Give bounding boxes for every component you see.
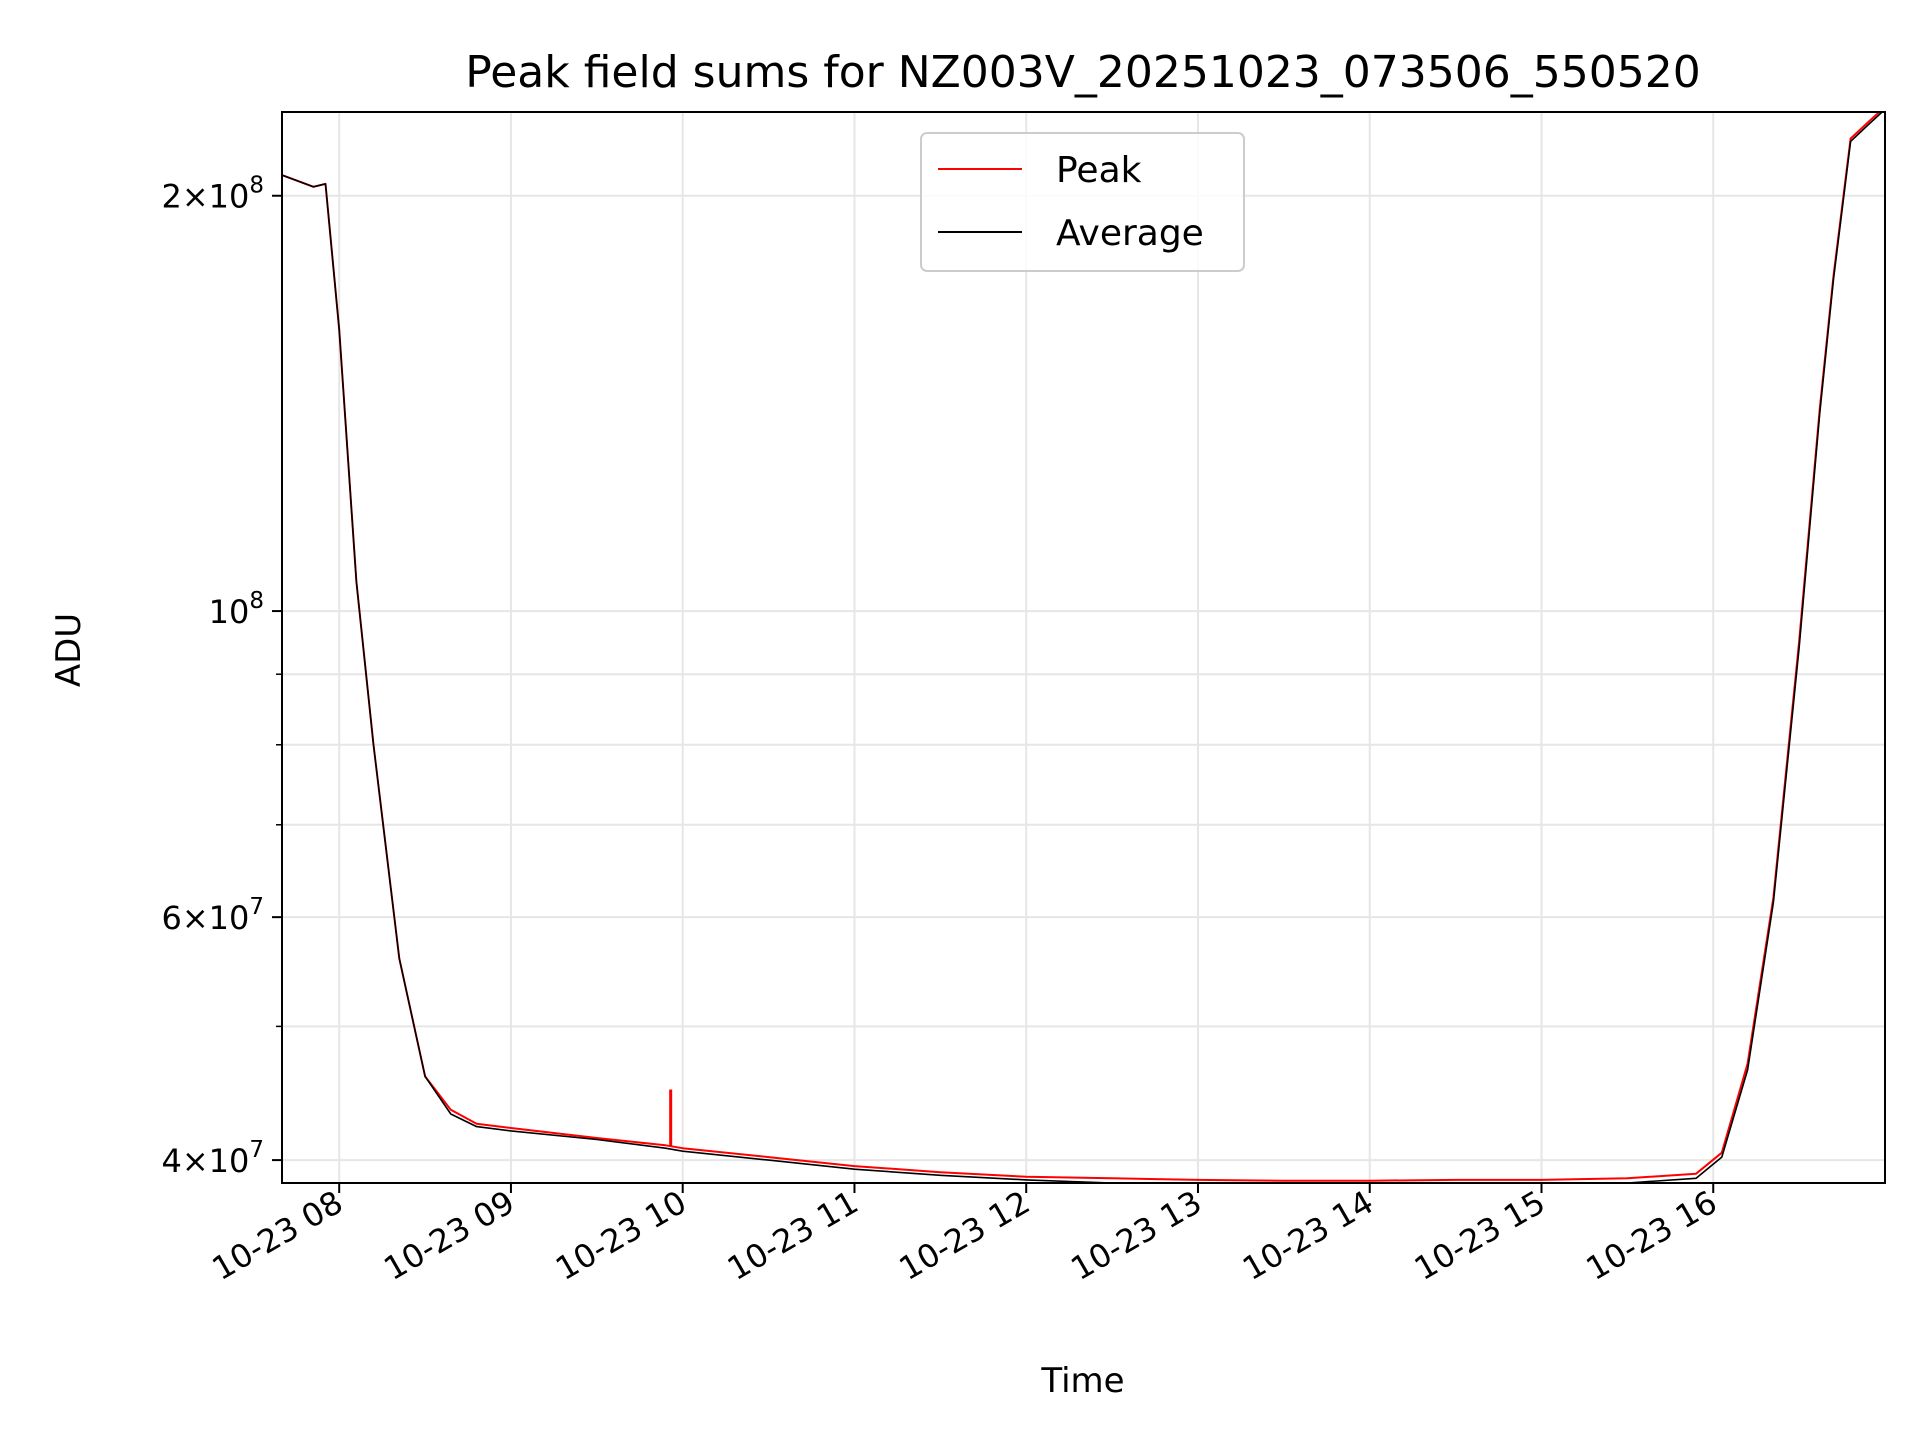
legend: Peak Average xyxy=(920,132,1245,272)
plot-frame xyxy=(281,111,1886,1184)
y-axis: 4×107 6×107 108 2×108 xyxy=(161,173,282,1180)
y-tick-label: 2×108 xyxy=(161,173,264,216)
y-tick-label: 6×107 xyxy=(161,894,264,937)
series-group xyxy=(282,112,1884,1183)
y-tick-label: 4×107 xyxy=(161,1137,264,1180)
grid xyxy=(282,112,1885,1183)
legend-box xyxy=(920,132,1245,272)
legend-average-label: Average xyxy=(1056,213,1204,254)
series-average-line xyxy=(282,112,1884,1183)
x-axis-label: Time xyxy=(1040,1361,1124,1401)
chart-title: Peak field sums for NZ003V_20251023_0735… xyxy=(465,47,1700,98)
y-tick-label: 108 xyxy=(209,588,264,631)
y-axis-label: ADU xyxy=(49,613,89,687)
legend-peak-label: Peak xyxy=(1056,150,1142,191)
